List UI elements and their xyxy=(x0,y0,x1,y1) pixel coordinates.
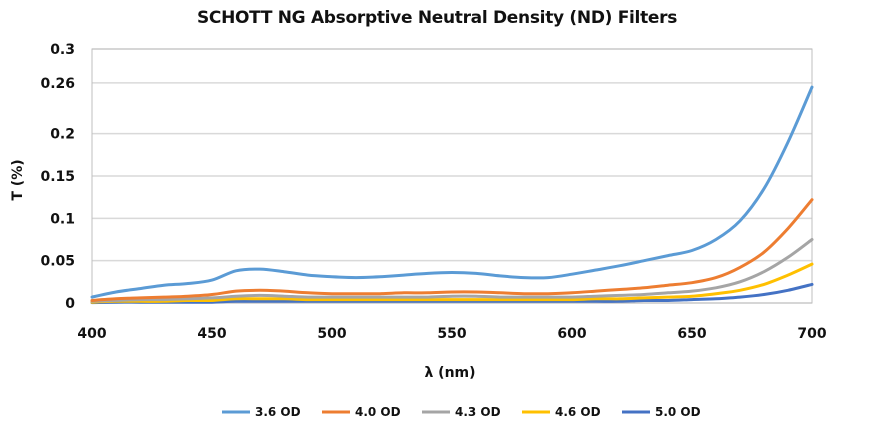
x-tick-label: 600 xyxy=(557,326,586,342)
legend-label: 4.0 OD xyxy=(355,405,401,419)
legend-label: 5.0 OD xyxy=(655,405,701,419)
x-axis-ticks: 400 450 500 550 600 650 700 xyxy=(77,326,826,342)
series-line-4-6-od xyxy=(90,262,814,304)
x-tick-label: 450 xyxy=(197,326,226,342)
y-axis-label: T (%) xyxy=(10,159,26,200)
x-axis-label: λ (nm) xyxy=(424,365,475,381)
legend-item: 4.3 OD xyxy=(422,405,501,419)
legend-label: 4.6 OD xyxy=(555,405,601,419)
y-tick-label: 0.1 xyxy=(50,211,75,227)
legend-item: 3.6 OD xyxy=(222,405,301,419)
plot-border xyxy=(91,48,813,304)
y-tick-label: 0.2 xyxy=(50,127,75,143)
x-tick-label: 500 xyxy=(317,326,346,342)
series-line-3-6-od xyxy=(90,85,814,299)
x-tick-label: 700 xyxy=(797,326,826,342)
series-lines xyxy=(90,85,814,305)
y-axis-ticks: 0 0.05 0.1 0.15 0.2 0.26 0.3 xyxy=(40,42,75,312)
legend: 3.6 OD 4.0 OD 4.3 OD 4.6 OD 5.0 OD xyxy=(222,405,701,419)
legend-label: 4.3 OD xyxy=(455,405,501,419)
y-tick-label: 0.05 xyxy=(40,254,75,270)
plot-area xyxy=(91,48,813,304)
legend-item: 5.0 OD xyxy=(622,405,701,419)
legend-item: 4.0 OD xyxy=(322,405,401,419)
legend-label: 3.6 OD xyxy=(255,405,301,419)
x-tick-label: 650 xyxy=(677,326,706,342)
legend-item: 4.6 OD xyxy=(522,405,601,419)
series-line-4-3-od xyxy=(90,238,814,303)
x-tick-label: 550 xyxy=(437,326,466,342)
series-line-5-0-od xyxy=(90,282,814,305)
y-tick-label: 0.26 xyxy=(40,76,75,92)
series-line-4-0-od xyxy=(90,198,814,302)
chart-title: SCHOTT NG Absorptive Neutral Density (ND… xyxy=(196,8,678,28)
gridlines xyxy=(92,48,812,304)
y-tick-label: 0.15 xyxy=(40,169,75,185)
x-tick-label: 400 xyxy=(77,326,106,342)
y-tick-label: 0.3 xyxy=(50,42,75,58)
y-tick-label: 0 xyxy=(65,296,75,312)
